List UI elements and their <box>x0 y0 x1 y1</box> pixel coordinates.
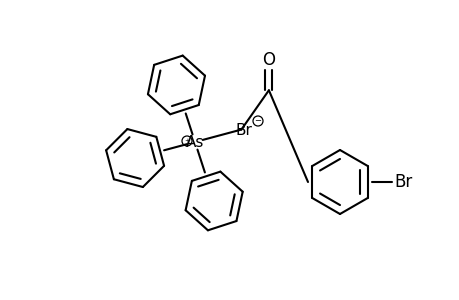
Text: O: O <box>262 51 275 69</box>
Text: Br: Br <box>235 122 252 137</box>
Text: As: As <box>185 134 204 149</box>
Text: +: + <box>184 138 190 144</box>
Text: Br: Br <box>393 173 411 191</box>
Text: −: − <box>254 116 261 125</box>
